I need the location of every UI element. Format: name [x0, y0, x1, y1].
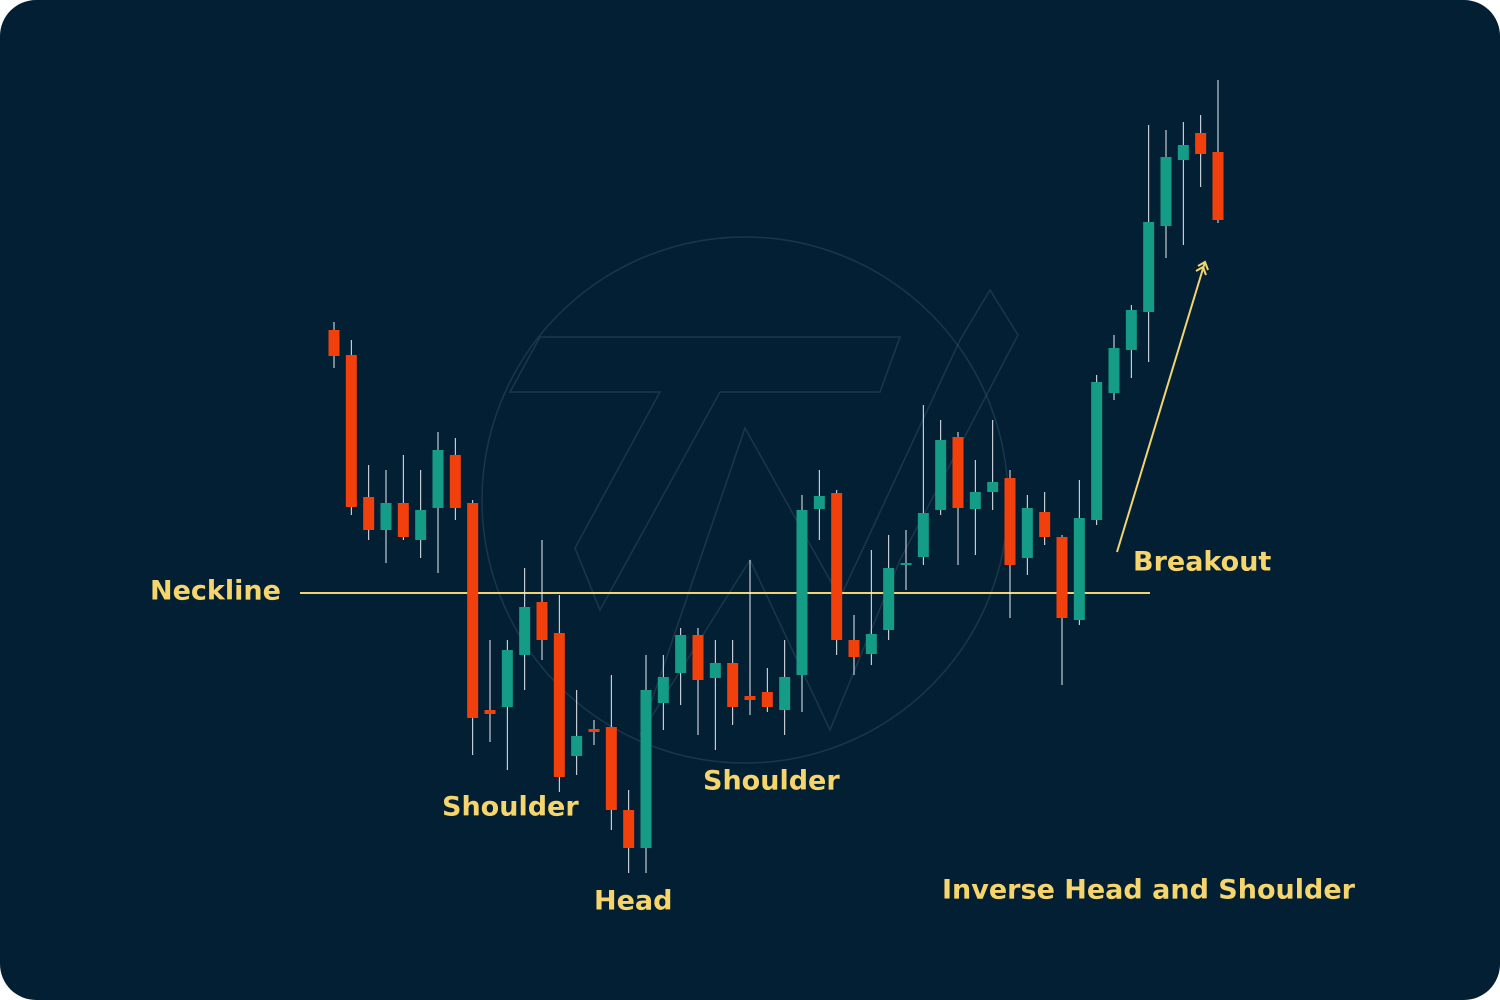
candle-body [1021, 508, 1033, 558]
candle-body [1056, 537, 1068, 618]
candle-body [675, 635, 687, 673]
candle-body [848, 640, 860, 657]
candle-body [727, 663, 739, 707]
candle-body [917, 513, 929, 557]
candle-body [1091, 382, 1103, 520]
candle-body [380, 503, 392, 530]
candle-body [1108, 348, 1120, 393]
candle-body [813, 496, 825, 509]
candle-body [484, 710, 496, 714]
candle-body [1143, 222, 1155, 312]
candle-body [1004, 478, 1016, 565]
candle-body [796, 510, 808, 675]
candle-body [588, 729, 600, 732]
candle-body [1177, 145, 1189, 160]
candle-body [519, 607, 531, 655]
neckline-label: Neckline [150, 576, 281, 607]
candle-body [987, 482, 999, 492]
candle-body [623, 810, 635, 848]
candle-body [449, 455, 461, 508]
candle-body [761, 692, 773, 707]
candle-body [709, 663, 721, 678]
candle-body [467, 503, 479, 718]
candle-body [1160, 157, 1172, 226]
annotation: Head [594, 886, 672, 917]
candle-body [969, 492, 981, 509]
breakout-arrow [1116, 260, 1209, 553]
candle-body [883, 568, 895, 630]
candle-body [865, 634, 877, 654]
candle-body [831, 493, 843, 640]
candle-body [553, 633, 565, 777]
candle-body [501, 650, 513, 707]
candle-body [415, 510, 427, 540]
candle-body [605, 727, 617, 810]
candle-body [640, 690, 652, 848]
chart-title: Inverse Head and Shoulder [942, 875, 1356, 906]
candle-body [345, 355, 357, 507]
candle-body [536, 602, 548, 640]
candle-body [363, 497, 375, 530]
candle-body [744, 696, 756, 700]
candle-body [952, 437, 964, 508]
candle-body [900, 563, 912, 565]
candle-body [935, 440, 947, 510]
candle-body [1073, 518, 1085, 620]
annotation: Shoulder [442, 792, 579, 823]
candle-body [328, 330, 340, 356]
candle-body [1039, 512, 1051, 537]
candle-body [1125, 310, 1137, 350]
candle-body [1212, 152, 1224, 220]
annotation: Breakout [1133, 547, 1271, 578]
candle-body [657, 677, 669, 703]
candle-body [397, 503, 409, 537]
candle-body [1195, 133, 1207, 154]
annotation: Shoulder [703, 766, 840, 797]
candle-body [779, 677, 791, 710]
candle-body [571, 736, 583, 756]
candle-body [692, 635, 704, 680]
candle-body [432, 450, 444, 508]
